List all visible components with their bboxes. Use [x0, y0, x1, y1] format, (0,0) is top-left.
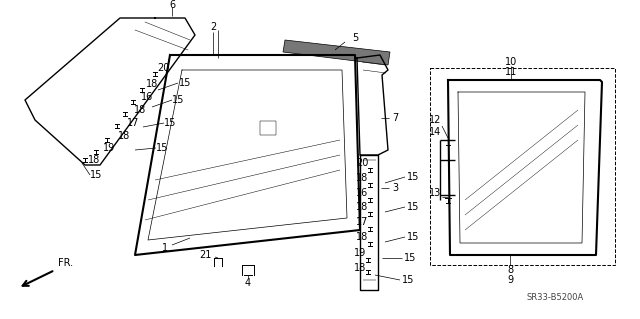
Text: 18: 18	[134, 105, 146, 115]
Text: 12: 12	[429, 115, 441, 125]
Text: 15: 15	[90, 170, 102, 180]
Text: 9: 9	[507, 275, 513, 285]
Text: 17: 17	[356, 217, 368, 227]
Text: 15: 15	[407, 232, 419, 242]
Text: 15: 15	[407, 172, 419, 182]
Text: 7: 7	[392, 113, 398, 123]
Text: 16: 16	[141, 92, 153, 102]
Text: 18: 18	[146, 79, 158, 89]
Text: 20: 20	[157, 63, 169, 73]
Text: SR33-B5200A: SR33-B5200A	[526, 293, 584, 302]
Text: 6: 6	[169, 0, 175, 10]
Text: 3: 3	[392, 183, 398, 193]
Polygon shape	[283, 40, 390, 65]
Text: 5: 5	[352, 33, 358, 43]
Text: 15: 15	[404, 253, 416, 263]
Text: 16: 16	[356, 188, 368, 198]
Text: 18: 18	[356, 173, 368, 183]
Text: FR.: FR.	[58, 258, 73, 268]
Text: 15: 15	[407, 202, 419, 212]
Bar	[430, 68, 615, 265]
Text: 14: 14	[429, 127, 441, 137]
Text: 21: 21	[199, 250, 211, 260]
Text: 4: 4	[245, 278, 251, 288]
Text: 18: 18	[356, 202, 368, 212]
Text: 11: 11	[505, 67, 517, 77]
Text: 18: 18	[356, 232, 368, 242]
Text: 2: 2	[210, 22, 216, 32]
Text: 19: 19	[103, 143, 115, 153]
Text: 18: 18	[88, 155, 100, 165]
Text: 15: 15	[164, 118, 176, 128]
Text: 10: 10	[505, 57, 517, 67]
Text: 13: 13	[429, 188, 441, 198]
Bar	[260, 121, 276, 135]
Text: 1: 1	[162, 243, 168, 253]
Text: 15: 15	[156, 143, 168, 153]
Text: 15: 15	[179, 78, 191, 88]
Text: 17: 17	[127, 118, 139, 128]
Text: 18: 18	[118, 131, 130, 141]
Text: 8: 8	[507, 265, 513, 275]
Text: 20: 20	[356, 158, 368, 168]
Text: 19: 19	[354, 248, 366, 258]
Text: 15: 15	[172, 95, 184, 105]
Text: 15: 15	[402, 275, 414, 285]
Text: 18: 18	[354, 263, 366, 273]
